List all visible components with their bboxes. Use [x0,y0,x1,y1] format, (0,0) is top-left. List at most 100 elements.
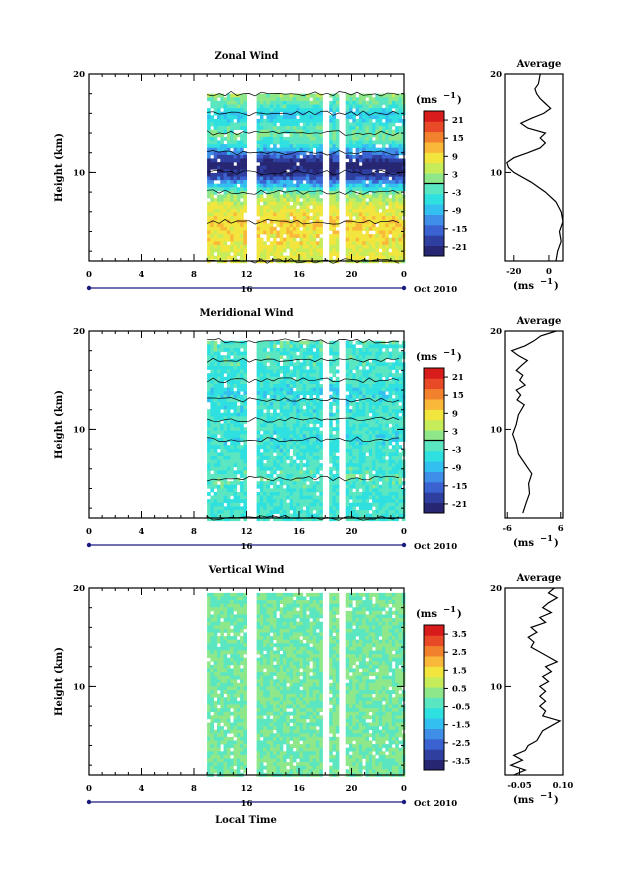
heatmap-cell [378,108,383,112]
heatmap-cell [349,373,353,378]
heatmap-cell [292,100,297,105]
heatmap-cell [243,438,247,442]
heatmap-cell [243,176,247,181]
heatmap-cell [391,111,396,116]
heatmap-cell [349,162,353,166]
heatmap-cell [352,144,356,148]
heatmap-cell [266,366,271,370]
heatmap-cell [375,351,379,356]
heatmap-cell [292,147,297,152]
heatmap-cell [335,477,340,482]
heatmap-cell [269,187,274,192]
heatmap-cell [296,427,300,432]
heatmap-cell [306,420,310,424]
heatmap-cell [240,394,244,399]
heatmap-cell [398,97,403,102]
heatmap-cell [226,252,231,256]
heatmap-cell [329,380,333,385]
heatmap-cell [378,488,383,493]
heatmap-cell [217,187,221,192]
heatmap-cell [210,351,214,356]
heatmap-cell [312,448,317,453]
heatmap-cell [269,100,274,105]
heatmap-cell [259,208,264,213]
heatmap-cell [382,172,386,177]
heatmap-cell [306,212,310,217]
heatmap-cell [345,409,350,414]
heatmap-cell [388,93,393,98]
heatmap-cell [365,502,370,507]
heatmap-cell [306,510,310,514]
heatmap-cell [256,223,261,228]
heatmap-cell [375,219,379,224]
heatmap-cell [256,100,261,105]
heatmap-cell [368,165,373,170]
heatmap-cell [349,492,353,496]
heatmap-cell [375,402,379,406]
heatmap-cell [223,100,228,105]
heatmap-cell [306,122,310,127]
heatmap-cell [296,104,300,109]
heatmap-cell [391,423,396,428]
heatmap-cell [365,495,370,500]
colorbar-segment [424,214,444,226]
heatmap-cell [213,366,218,370]
heatmap-cell [207,434,211,439]
heatmap-cell [385,344,389,349]
heatmap-cell [362,348,366,352]
heatmap-cell [210,183,214,188]
y-tick-label: 10 [73,168,85,178]
heatmap-cell [332,241,337,246]
heatmap-cell [391,158,396,163]
heatmap-cell [210,255,214,260]
heatmap-cell [306,97,310,102]
heatmap-cell [329,169,333,174]
heatmap-cell [213,129,218,134]
heatmap-cell [210,237,214,242]
heatmap-cell [279,183,284,188]
heatmap-cell [263,183,267,188]
heatmap-cell [269,380,274,385]
heatmap-cell [292,373,297,378]
heatmap-cell [395,380,399,385]
heatmap-cell [378,412,383,417]
heatmap-cell [398,230,403,235]
heatmap-cell [217,351,221,356]
heatmap-cell [309,427,313,432]
heatmap-cell [223,151,228,156]
heatmap-cell [365,369,370,374]
heatmap-cell [292,362,297,367]
heatmap-cell [358,144,363,148]
heatmap-cell [286,351,290,356]
heatmap-cell [276,355,280,360]
heatmap-cell [306,244,310,249]
heatmap-cell [233,384,238,388]
heatmap-cell [279,430,284,435]
heatmap-cell [259,420,264,424]
heatmap-cell [355,172,360,177]
heatmap-cell [395,513,399,518]
heatmap-cell [362,456,366,460]
heatmap-cell [368,348,373,352]
heatmap-cell [345,402,350,406]
heatmap-cell [378,513,383,518]
heatmap-cell [345,234,350,238]
heatmap-cell [365,373,370,378]
heatmap-cell [220,340,224,345]
heatmap-cell [382,216,386,220]
heatmap-cell [259,344,264,349]
heatmap-cell [243,154,247,159]
heatmap-cell [213,362,218,367]
heatmap-cell [283,492,287,496]
heatmap-cell [329,412,333,417]
heatmap-cell [223,456,228,460]
heatmap-cell [352,484,356,489]
heatmap-cell [329,241,333,246]
heatmap-cell [210,122,214,127]
heatmap-cell [329,409,333,414]
colorbar-segment [424,131,444,143]
heatmap-cell [240,226,244,231]
heatmap-cell [335,445,340,450]
heatmap-cell [223,441,228,446]
heatmap-cell [355,438,360,442]
